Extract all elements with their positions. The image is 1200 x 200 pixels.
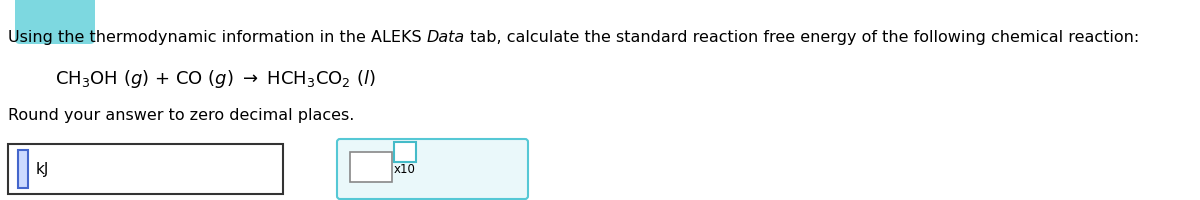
- Text: Using the thermodynamic information in the ALEKS: Using the thermodynamic information in t…: [8, 30, 427, 45]
- Bar: [8, 144, 283, 194]
- Bar: [394, 142, 416, 162]
- Text: kJ: kJ: [36, 162, 49, 177]
- Text: CH$_3$OH ($g$) + CO ($g$) $\rightarrow$ HCH$_3$CO$_2$ ($l$): CH$_3$OH ($g$) + CO ($g$) $\rightarrow$ …: [55, 68, 376, 90]
- FancyBboxPatch shape: [337, 139, 528, 199]
- Text: x10: x10: [394, 163, 416, 176]
- Text: Round your answer to zero decimal places.: Round your answer to zero decimal places…: [8, 107, 354, 122]
- Text: tab, calculate the standard reaction free energy of the following chemical react: tab, calculate the standard reaction fre…: [464, 30, 1139, 45]
- FancyBboxPatch shape: [14, 0, 95, 45]
- Text: Data: Data: [427, 30, 464, 45]
- Bar: [350, 152, 392, 182]
- Bar: [18, 150, 28, 188]
